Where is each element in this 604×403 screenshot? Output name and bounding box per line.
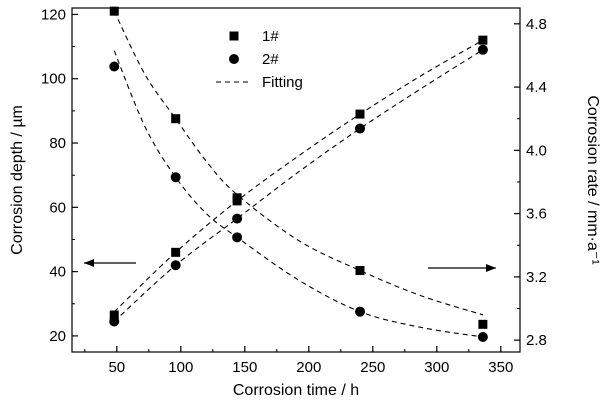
data-point-circle bbox=[355, 123, 365, 134]
x-axis: 50 100 150 200 250 300 350 bbox=[84, 346, 513, 376]
data-point-square bbox=[171, 247, 181, 257]
y-right-tick-label: 4.8 bbox=[526, 16, 547, 33]
data-point-circle bbox=[477, 44, 488, 55]
y-right-tick-label: 4.4 bbox=[526, 79, 547, 96]
fit-curve bbox=[113, 10, 484, 316]
annotations bbox=[84, 259, 496, 272]
data-point-square bbox=[232, 193, 242, 203]
data-point-square bbox=[355, 109, 365, 119]
data-point-circle bbox=[170, 172, 181, 183]
legend-label: 1# bbox=[262, 28, 279, 45]
arrow-left-head bbox=[84, 259, 94, 267]
y-left-axis-label: Corrosion depth / µm bbox=[9, 105, 26, 255]
data-point-circle bbox=[109, 316, 120, 327]
y-left-tick-label: 60 bbox=[49, 199, 66, 216]
data-point-circle bbox=[109, 61, 120, 72]
y-right-tick-label: 4.0 bbox=[526, 142, 547, 159]
legend-label: 2# bbox=[262, 51, 279, 68]
x-axis-label: Corrosion time / h bbox=[233, 382, 359, 399]
arrow-right-head bbox=[486, 264, 496, 272]
legend: 1# 2# Fitting bbox=[216, 28, 303, 91]
y-left-tick-label: 100 bbox=[41, 71, 66, 88]
x-tick-label: 350 bbox=[488, 359, 513, 376]
data-point-circle bbox=[232, 232, 243, 243]
data-point-square bbox=[109, 310, 119, 320]
x-tick-label: 100 bbox=[168, 359, 193, 376]
x-tick-label: 250 bbox=[360, 359, 385, 376]
data-point-square bbox=[355, 266, 365, 276]
x-tick-label: 50 bbox=[108, 359, 125, 376]
y-left-tick-label: 120 bbox=[41, 6, 66, 23]
fit-curve bbox=[113, 50, 483, 338]
x-tick-label: 300 bbox=[424, 359, 449, 376]
data-point-circle bbox=[477, 331, 488, 342]
data-point-circle bbox=[170, 260, 181, 271]
data-point-square bbox=[171, 114, 181, 124]
y-right-tick-label: 2.8 bbox=[526, 332, 547, 349]
legend-marker-square bbox=[229, 31, 239, 41]
y-right-tick-label: 3.2 bbox=[526, 269, 547, 286]
legend-marker-circle bbox=[229, 54, 239, 64]
y-left-tick-label: 20 bbox=[49, 328, 66, 345]
data-point-circle bbox=[355, 306, 365, 317]
data-point-square bbox=[109, 6, 119, 16]
x-tick-label: 150 bbox=[232, 359, 257, 376]
x-tick-label: 200 bbox=[296, 359, 321, 376]
y-right-axis-label: Corrosion rate / mm·a⁻¹ bbox=[584, 95, 601, 264]
data-point-circle bbox=[232, 213, 243, 224]
y-left-tick-label: 40 bbox=[49, 264, 66, 281]
y-right-tick-label: 3.6 bbox=[526, 206, 547, 223]
y-left-axis: 20 40 60 80 100 120 bbox=[41, 6, 78, 345]
y-left-tick-label: 80 bbox=[49, 135, 66, 152]
plot-frame bbox=[71, 7, 521, 353]
y-right-axis: 2.8 3.2 3.6 4.0 4.4 4.8 bbox=[514, 16, 547, 349]
legend-label: Fitting bbox=[262, 74, 303, 91]
data-point-square bbox=[478, 35, 488, 45]
plot-area bbox=[109, 6, 488, 342]
data-point-square bbox=[478, 319, 488, 329]
